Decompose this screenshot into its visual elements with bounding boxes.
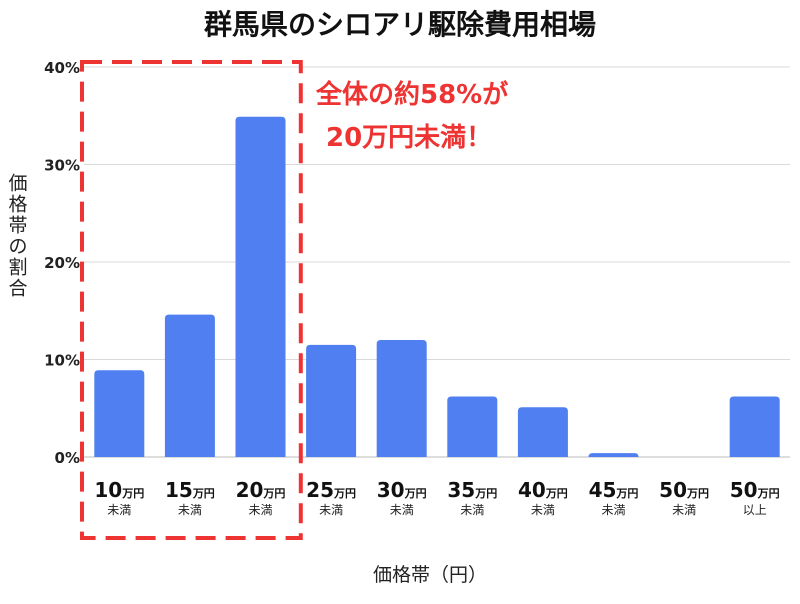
x-tick-label: 20万円 xyxy=(236,478,286,502)
x-tick-labels: 10万円未満15万円未満20万円未満25万円未満30万円未満35万円未満40万円… xyxy=(94,478,779,517)
bar xyxy=(376,340,427,457)
x-tick-sublabel: 未満 xyxy=(319,503,343,517)
x-tick-sublabel: 未満 xyxy=(178,503,202,517)
x-tick-sublabel: 未満 xyxy=(107,503,131,517)
bar xyxy=(517,407,568,457)
bar xyxy=(94,370,145,457)
x-tick-label: 50万円 xyxy=(659,478,709,502)
x-axis-label: 価格帯（円） xyxy=(373,564,487,586)
bar xyxy=(164,314,215,457)
x-tick-label: 15万円 xyxy=(165,478,215,502)
annotation: 全体の約58%が 20万円未満！ xyxy=(315,79,508,153)
x-tick-sublabel: 未満 xyxy=(672,503,696,517)
y-tick-label: 40% xyxy=(44,59,80,77)
x-tick-label: 30万円 xyxy=(377,478,427,502)
highlight-group xyxy=(80,60,303,540)
y-tick-label: 30% xyxy=(44,157,80,175)
x-tick-sublabel: 未満 xyxy=(248,503,272,517)
x-tick-label: 10万円 xyxy=(94,478,144,502)
x-tick-sublabel: 以上 xyxy=(743,503,767,517)
bar xyxy=(235,116,286,457)
chart-title: 群馬県のシロアリ駆除費用相場 xyxy=(204,8,596,41)
y-tick-labels: 0% 10% 20% 30% 40% xyxy=(44,59,80,467)
x-tick-label: 50万円 xyxy=(730,478,780,502)
bar xyxy=(588,453,639,457)
bar xyxy=(729,396,780,457)
x-tick-label: 40万円 xyxy=(518,478,568,502)
annotation-line: 20万円未満！ xyxy=(326,123,492,153)
bars xyxy=(94,116,780,457)
x-tick-sublabel: 未満 xyxy=(601,503,625,517)
x-tick-sublabel: 未満 xyxy=(460,503,484,517)
y-axis-label: 価格帯の割合 xyxy=(8,173,27,300)
y-tick-label: 20% xyxy=(44,254,80,272)
y-tick-label: 0% xyxy=(55,449,80,467)
y-tick-label: 10% xyxy=(44,352,80,370)
highlight-box xyxy=(80,60,303,540)
x-tick-label: 35万円 xyxy=(447,478,497,502)
x-tick-label: 45万円 xyxy=(589,478,639,502)
annotation-line: 全体の約58%が xyxy=(315,79,508,110)
bar xyxy=(306,344,357,457)
x-tick-sublabel: 未満 xyxy=(390,503,414,517)
x-tick-sublabel: 未満 xyxy=(531,503,555,517)
bar xyxy=(447,396,498,457)
x-tick-label: 25万円 xyxy=(306,478,356,502)
